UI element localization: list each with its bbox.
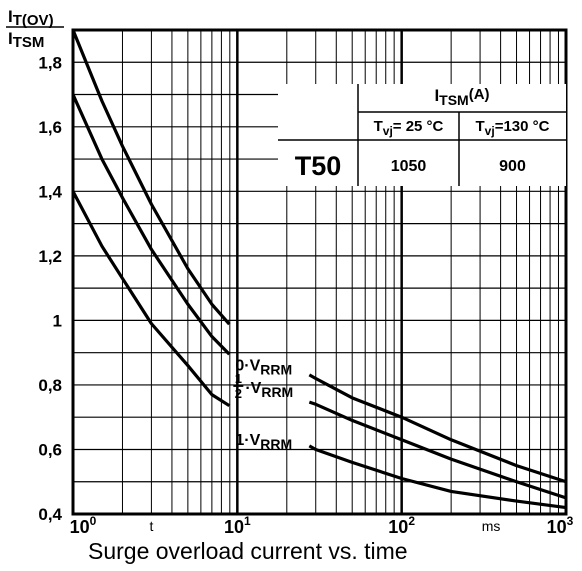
y-tick-label: 1,8 — [38, 53, 62, 72]
x-tick-label: 103 — [547, 514, 574, 537]
x-unit-label: ms — [482, 518, 501, 534]
series-label: ·VRRM — [245, 380, 293, 400]
series-line — [308, 400, 567, 500]
series-line — [308, 373, 567, 484]
series-line — [308, 444, 567, 510]
series-line — [71, 29, 231, 326]
series-label: 0·VRRM — [235, 358, 292, 378]
chart-caption: Surge overload current vs. time — [88, 538, 408, 564]
x-tick-label: 101 — [224, 514, 251, 537]
y-tick-label: 1,4 — [38, 182, 62, 201]
y-tick-label: 1,6 — [38, 118, 62, 137]
inset-table: ITSM(A) Tvj= 25 °C 1050 Tvj=130 °C 900 T50 — [278, 84, 566, 186]
table-value: 900 — [499, 158, 526, 175]
series-line — [71, 190, 231, 408]
y-label-denominator: ITSM — [8, 29, 44, 51]
y-tick-label: 1 — [53, 311, 62, 330]
x-tick-labels: 100 101 102 103 t ms — [70, 514, 574, 537]
series-label: 1·VRRM — [235, 432, 292, 452]
table-row-label: T50 — [295, 151, 342, 181]
y-tick-label: 1,2 — [38, 247, 62, 266]
plot-frame — [71, 28, 568, 516]
y-tick-label: 0,4 — [38, 505, 62, 524]
y-tick-labels: 0,4 0,6 0,8 1 1,2 1,4 1,6 1,8 — [38, 53, 62, 524]
y-tick-label: 0,6 — [38, 440, 62, 459]
series-label-fraction: 2 — [235, 386, 242, 401]
x-tick-label: 102 — [388, 514, 415, 537]
series-line — [71, 93, 231, 356]
table-column-header: Tvj= 25 °C — [374, 118, 444, 138]
x-unit-label: t — [149, 518, 153, 534]
table-background — [278, 84, 566, 186]
y-label-numerator: IT(OV) — [8, 7, 54, 29]
x-tick-label: 100 — [70, 514, 97, 537]
y-tick-label: 0,8 — [38, 376, 62, 395]
table-column-header: Tvj=130 °C — [476, 118, 550, 138]
table-value: 1050 — [391, 158, 427, 175]
table-header: ITSM(A) — [434, 86, 489, 108]
series-label-fraction: 1 — [235, 371, 242, 386]
y-axis-label: IT(OV)ITSM — [6, 7, 64, 51]
